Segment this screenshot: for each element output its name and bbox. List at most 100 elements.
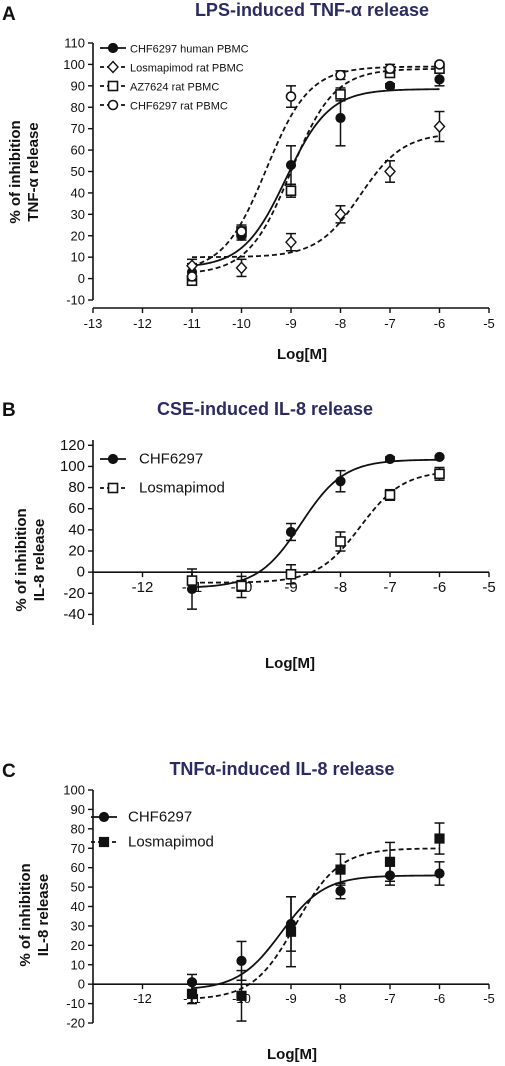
panel-c-data-point bbox=[434, 868, 445, 879]
panel-a-data-point bbox=[384, 63, 396, 74]
panel-c-y-tick-label: 30 bbox=[71, 918, 85, 933]
panel-c-y-tick-label: 60 bbox=[71, 860, 85, 875]
panel-c-y-tick-label: 90 bbox=[71, 802, 85, 817]
panel-a-x-tick-label: -11 bbox=[183, 316, 201, 331]
panel-a-y-tick-label: 10 bbox=[71, 250, 85, 265]
panel-c-x-tick-label: -6 bbox=[434, 991, 446, 1006]
panel-a-y-tick-label: 20 bbox=[71, 228, 85, 243]
panel-b-x-tick-label: -8 bbox=[334, 579, 347, 596]
panel-b-y-axis-title-line1: % of inhibition bbox=[13, 508, 30, 611]
panel-b-x-tick-label: -5 bbox=[482, 579, 495, 596]
panel-b-data-point bbox=[384, 489, 396, 501]
panel-a-legend-label: CHF6297 human PBMC bbox=[130, 44, 249, 56]
panel-b-x-tick-label: -6 bbox=[433, 579, 446, 596]
panel-a-x-axis-title: Log[M] bbox=[277, 346, 327, 363]
panel-a-x-tick-label: -10 bbox=[232, 316, 251, 331]
panel-a-legend-marker bbox=[107, 60, 119, 74]
panel-a-y-tick-label: 100 bbox=[63, 57, 85, 72]
panel-c-x-tick-label: -5 bbox=[483, 991, 495, 1006]
panel-a-fit-curve-2 bbox=[191, 135, 440, 259]
panel-a-legend-label: CHF6297 rat PBMC bbox=[130, 101, 228, 113]
panel-c-title: TNFα-induced IL-8 release bbox=[169, 759, 394, 779]
panel-b-y-axis-title-line2: IL-8 release bbox=[31, 519, 48, 602]
panel-c-y-axis-title-line1: % of inhibition bbox=[17, 863, 34, 966]
panel-a: A LPS-induced TNF-α release Log[M] % of … bbox=[2, 0, 495, 363]
panel-a-x-tick-label: -5 bbox=[483, 316, 495, 331]
panel-c-legend-label: CHF6297 bbox=[128, 809, 192, 826]
panel-b-data-point bbox=[335, 536, 346, 547]
panel-b-y-tick-label: 20 bbox=[68, 543, 85, 560]
panel-c-x-tick-label: -7 bbox=[384, 991, 396, 1006]
panel-a-data-point bbox=[334, 207, 347, 221]
panel-a-x-tick-label: -13 bbox=[84, 316, 103, 331]
panel-b-y-tick-label: -40 bbox=[63, 606, 85, 623]
panel-b-data-point bbox=[434, 468, 445, 480]
panel-b-y-tick-label: 120 bbox=[60, 437, 85, 454]
panel-b-data-point bbox=[335, 476, 346, 487]
panel-a-data-point bbox=[335, 89, 346, 100]
panel-a-x-tick-label: -9 bbox=[285, 316, 297, 331]
panel-c-fit-curve-2 bbox=[191, 847, 440, 1000]
panel-c-legend-label: Losmapimod bbox=[128, 834, 214, 851]
panel-a-fit-curve-1 bbox=[191, 88, 440, 267]
panel-c-y-tick-label: -20 bbox=[66, 1016, 85, 1031]
panel-a-y-tick-label: 60 bbox=[71, 143, 85, 158]
panel-c: C TNFα-induced IL-8 release Log[M] % of … bbox=[2, 759, 495, 1063]
panel-b-legend-label: CHF6297 bbox=[139, 451, 203, 468]
panel-a-y-tick-label: 110 bbox=[64, 36, 85, 51]
panel-c-data-point bbox=[236, 990, 247, 1001]
panel-c-x-axis-title: Log[M] bbox=[267, 1046, 317, 1063]
panel-a-x-tick-label: -7 bbox=[384, 316, 396, 331]
panel-a-y-tick-label: 70 bbox=[71, 121, 85, 136]
panel-c-letter: C bbox=[2, 761, 16, 782]
panel-a-y-tick-label: 80 bbox=[71, 100, 85, 115]
panel-b-x-tick-label: -7 bbox=[383, 579, 396, 596]
panel-b-y-tick-label: 40 bbox=[68, 521, 85, 538]
panel-c-data-point bbox=[335, 864, 346, 875]
panel-a-letter: A bbox=[2, 4, 16, 25]
panel-c-y-axis-title: % of inhibition IL-8 release bbox=[17, 863, 52, 966]
panel-c-y-tick-label: 50 bbox=[71, 880, 85, 895]
panel-a-x-tick-label: -8 bbox=[335, 316, 347, 331]
panel-c-y-tick-label: 20 bbox=[71, 938, 85, 953]
panel-b-fit-curve-2 bbox=[192, 472, 440, 584]
panel-c-y-axis-title-line2: IL-8 release bbox=[35, 874, 52, 957]
panel-a-legend-label: Losmapimod rat PBMC bbox=[130, 63, 244, 75]
panel-c-fit-curve-1 bbox=[191, 874, 440, 990]
panel-b-data-point bbox=[186, 575, 198, 586]
panel-a-data-point bbox=[285, 185, 297, 197]
panel-a-y-tick-label: 90 bbox=[71, 78, 85, 93]
panel-a-data-point bbox=[433, 119, 446, 134]
panel-a-fit-curve-4 bbox=[191, 65, 440, 267]
panel-a-x-tick-label: -6 bbox=[434, 316, 446, 331]
panel-b-legend-marker bbox=[107, 482, 119, 494]
panel-a-y-tick-label: 40 bbox=[71, 185, 85, 200]
panel-b-y-tick-label: 60 bbox=[68, 500, 85, 517]
panel-b-x-axis-title: Log[M] bbox=[265, 655, 315, 672]
panel-a-title: LPS-induced TNF-α release bbox=[195, 0, 429, 20]
panel-b-data-point bbox=[384, 453, 396, 465]
panel-a-y-axis-title-line2: TNF-α release bbox=[25, 122, 42, 221]
panel-a-data-point bbox=[434, 59, 445, 70]
panel-b-data-point bbox=[236, 580, 247, 592]
panel-c-data-point bbox=[434, 833, 445, 844]
panel-b-title: CSE-induced IL-8 release bbox=[157, 399, 373, 419]
panel-a-x-tick-label: -12 bbox=[133, 316, 152, 331]
panel-b-y-tick-label: 80 bbox=[68, 479, 85, 496]
panel-a-y-tick-label: 30 bbox=[71, 207, 85, 222]
panel-a-y-axis-title-line1: % of inhibition bbox=[7, 120, 24, 223]
panel-a-data-point bbox=[384, 164, 396, 179]
panel-b-data-point bbox=[434, 451, 445, 463]
panel-a-y-tick-label: 0 bbox=[78, 271, 85, 286]
panel-c-x-tick-label: -9 bbox=[285, 991, 297, 1006]
panel-a-data-point bbox=[186, 271, 198, 282]
panel-b: B CSE-induced IL-8 release Log[M] % of i… bbox=[2, 399, 496, 672]
panel-c-data-point bbox=[285, 926, 297, 937]
panel-c-data-point bbox=[335, 885, 346, 897]
panel-b-legend-label: Losmapimod bbox=[139, 480, 225, 497]
panel-b-y-tick-label: -20 bbox=[63, 585, 85, 602]
panel-a-data-point bbox=[285, 91, 297, 102]
panel-c-y-tick-label: 70 bbox=[71, 841, 85, 856]
panel-a-legend-marker bbox=[107, 80, 119, 92]
